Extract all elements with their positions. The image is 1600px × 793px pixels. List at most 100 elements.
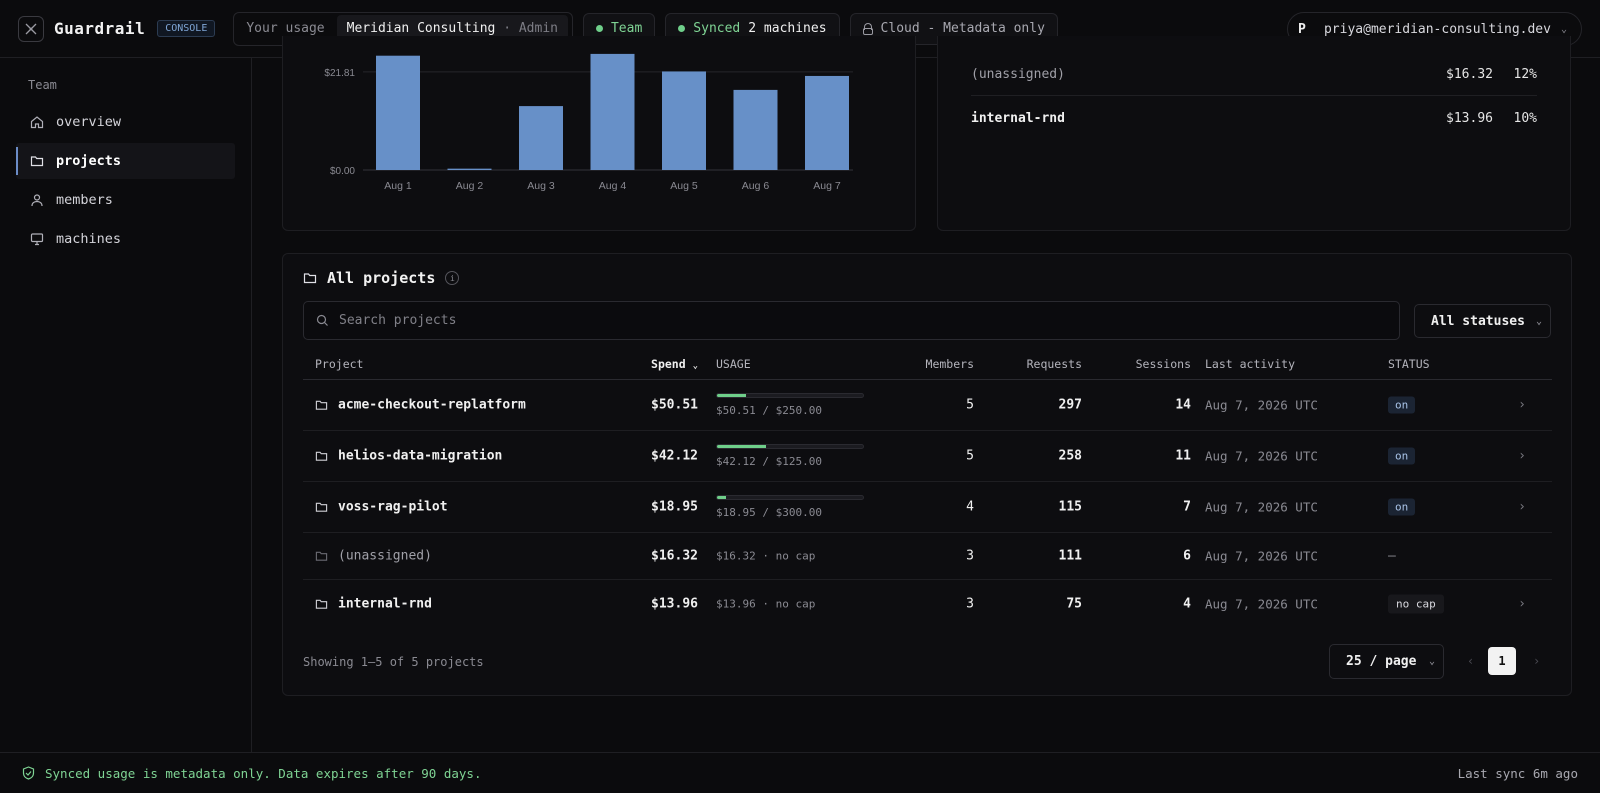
projects-heading: All projects i	[303, 264, 460, 292]
project-cell[interactable]: internal-rnd	[315, 596, 432, 611]
chevron-right-icon[interactable]: ›	[1518, 397, 1526, 413]
sort-desc-icon: ⌄	[692, 361, 698, 371]
pagination-summary: Showing 1–5 of 5 projects	[303, 655, 484, 669]
sidebar-item-machines[interactable]: machines	[16, 221, 235, 257]
footer-bar: Synced usage is metadata only. Data expi…	[0, 752, 1600, 793]
usage-text: $42.12 / $125.00	[716, 455, 822, 468]
cloud-mode-label: Cloud - Metadata only	[880, 21, 1045, 36]
status-filter-select[interactable]: All statuses ⌄	[1414, 304, 1551, 338]
sidebar-item-projects[interactable]: projects	[16, 143, 235, 179]
project-cell[interactable]: helios-data-migration	[315, 449, 502, 464]
footer-message: Synced usage is metadata only. Data expi…	[22, 766, 482, 781]
search-input[interactable]	[339, 313, 1339, 328]
last-activity: Aug 7, 2026 UTC	[1205, 499, 1318, 515]
status-badge: on	[1388, 396, 1416, 414]
breakdown-percent: 12%	[1513, 67, 1537, 82]
col-project[interactable]: Project	[315, 357, 364, 371]
table-row[interactable]: helios-data-migration $42.12 $42.12 / $1…	[303, 431, 1552, 482]
breakdown-percent: 10%	[1513, 110, 1537, 126]
folder-icon	[315, 551, 328, 561]
project-name: (unassigned)	[338, 548, 432, 564]
team-pill-label: Team	[610, 21, 643, 36]
shield-check-icon	[22, 766, 35, 780]
usage-text: $50.51 / $250.00	[716, 404, 822, 417]
sessions-value: 7	[1183, 499, 1191, 515]
app-logo-icon[interactable]	[18, 15, 44, 42]
spend-value: $16.32	[651, 548, 698, 564]
folder-icon	[315, 451, 328, 461]
chevron-right-icon[interactable]: ›	[1518, 499, 1526, 515]
current-page-button[interactable]: 1	[1488, 647, 1516, 675]
last-activity: Aug 7, 2026 UTC	[1205, 596, 1318, 611]
project-cell[interactable]: acme-checkout-replatform	[315, 398, 526, 413]
sessions-value: 6	[1183, 548, 1191, 564]
col-sessions[interactable]: Sessions	[1135, 357, 1191, 371]
x-tick-label: Aug 2	[456, 180, 484, 192]
folder-icon	[303, 273, 317, 284]
chart-bar	[662, 71, 706, 170]
usage-text: $13.96 · no cap	[716, 597, 816, 610]
last-activity: Aug 7, 2026 UTC	[1205, 448, 1318, 464]
console-badge: CONSOLE	[157, 20, 216, 37]
search-icon	[316, 314, 328, 326]
chevron-down-icon: ⌄	[1428, 656, 1435, 667]
synced-label: Synced	[693, 21, 741, 36]
folder-icon	[315, 400, 328, 410]
status-badge: on	[1388, 498, 1416, 516]
breakdown-row[interactable]: internal-rnd $13.96 10%	[971, 97, 1537, 139]
col-requests[interactable]: Requests	[1026, 357, 1082, 371]
lock-icon	[862, 23, 873, 35]
table-row[interactable]: internal-rnd $13.96 $13.96 · no cap 3 75…	[303, 580, 1552, 627]
next-page-icon[interactable]: ›	[1533, 654, 1541, 668]
sidebar-item-members[interactable]: members	[16, 182, 235, 218]
chart-bar	[805, 75, 849, 170]
sessions-value: 4	[1183, 596, 1191, 611]
page-size-value: 25 / page	[1346, 654, 1417, 669]
status-filter-value: All statuses	[1431, 313, 1525, 329]
avatar: P	[1297, 21, 1306, 37]
user-email: priya@meridian-consulting.dev	[1323, 21, 1551, 37]
chart-bar	[519, 106, 563, 170]
breakdown-project-name: (unassigned)	[971, 67, 1065, 82]
x-tick-label: Aug 4	[599, 180, 627, 192]
sidebar-item-label: members	[56, 192, 113, 208]
col-members[interactable]: Members	[925, 357, 974, 371]
breakdown-amount: $16.32	[1446, 67, 1493, 82]
sidebar-item-label: projects	[56, 153, 122, 169]
col-usage: USAGE	[716, 357, 751, 371]
status-empty: —	[1388, 548, 1396, 564]
page-size-select[interactable]: 25 / page ⌄	[1329, 644, 1444, 679]
project-name: helios-data-migration	[338, 448, 503, 464]
sessions-value: 14	[1175, 397, 1191, 413]
members-value: 3	[966, 548, 974, 564]
table-row[interactable]: voss-rag-pilot $18.95 $18.95 / $300.00 4…	[303, 482, 1552, 533]
search-box[interactable]	[303, 301, 1400, 340]
x-tick-label: Aug 3	[527, 180, 555, 192]
info-icon[interactable]: i	[445, 271, 460, 285]
col-spend[interactable]: Spend ⌄	[651, 357, 698, 371]
sidebar-item-overview[interactable]: overview	[16, 104, 235, 140]
col-last-activity[interactable]: Last activity	[1205, 357, 1296, 371]
y-tick-label: $0.00	[330, 166, 355, 177]
spend-value: $13.96	[651, 596, 698, 611]
project-name: internal-rnd	[338, 596, 432, 611]
usage-text: $18.95 / $300.00	[716, 506, 822, 519]
chevron-right-icon[interactable]: ›	[1518, 448, 1526, 464]
user-icon	[31, 194, 43, 207]
previous-page-icon[interactable]: ‹	[1467, 654, 1475, 668]
requests-value: 111	[1058, 548, 1082, 564]
table-header: Project Spend ⌄ USAGE Members Requests S…	[303, 349, 1552, 380]
app-name[interactable]: Guardrail	[54, 19, 146, 38]
chart-bar	[733, 89, 778, 170]
table-row[interactable]: acme-checkout-replatform $50.51 $50.51 /…	[303, 380, 1552, 431]
spend-breakdown-card: (unassigned) $16.32 12% internal-rnd $13…	[937, 36, 1571, 231]
x-tick-label: Aug 1	[384, 180, 412, 192]
breakdown-row[interactable]: (unassigned) $16.32 12%	[971, 54, 1537, 96]
members-value: 4	[966, 499, 974, 515]
last-sync-text: Last sync 6m ago	[1457, 765, 1578, 781]
chevron-right-icon[interactable]: ›	[1518, 596, 1526, 611]
x-tick-label: Aug 5	[670, 180, 698, 192]
sidebar-header: Team	[28, 78, 57, 92]
chart-bar	[447, 168, 492, 170]
project-cell[interactable]: voss-rag-pilot	[315, 500, 448, 515]
